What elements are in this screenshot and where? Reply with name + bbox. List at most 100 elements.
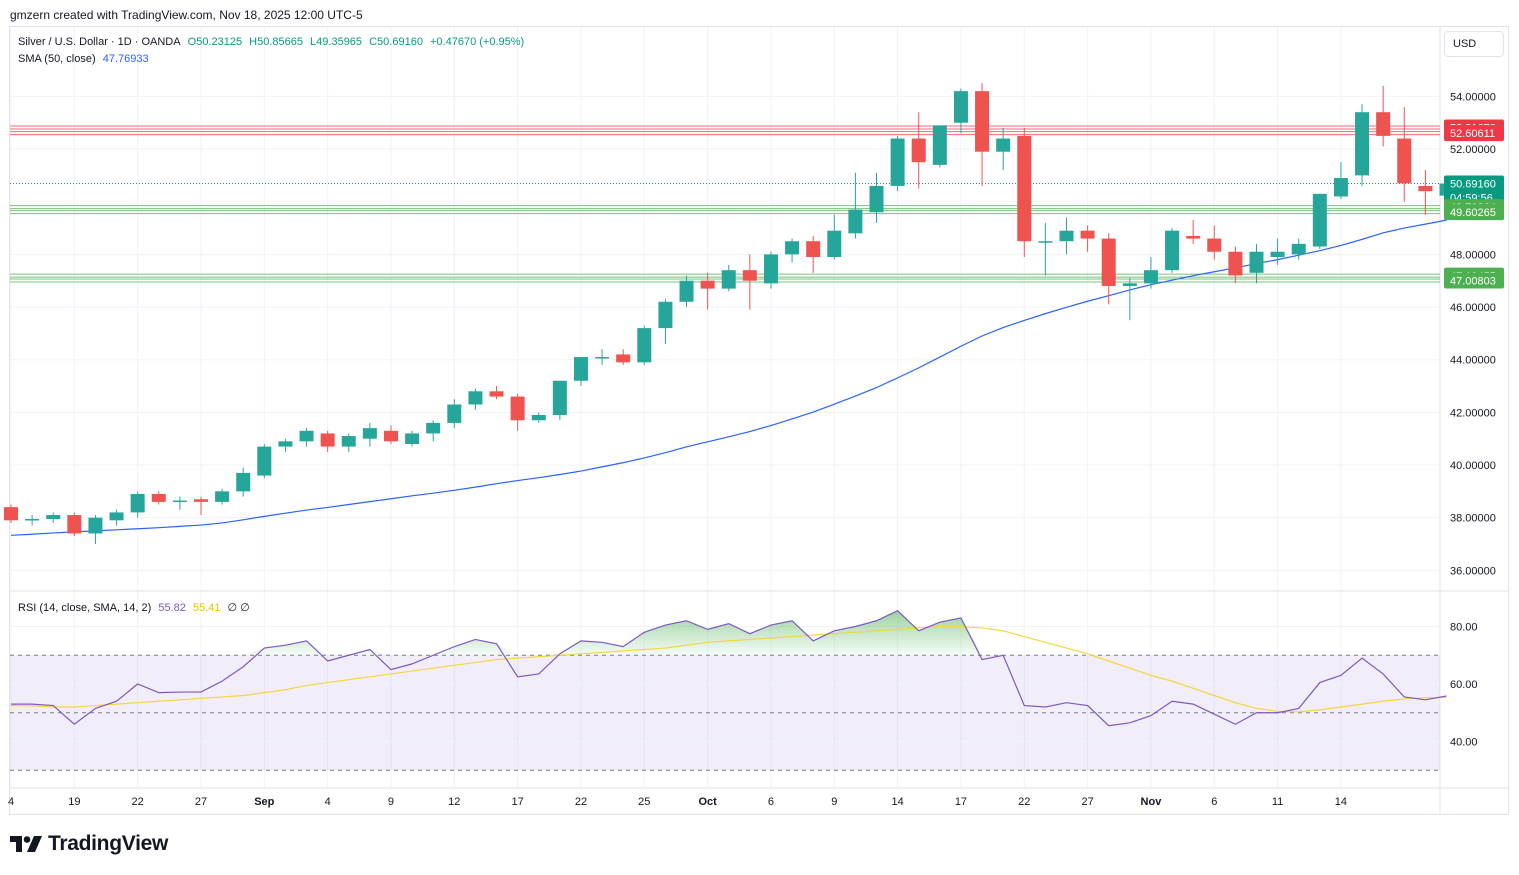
time-tick-label: Nov [1141, 796, 1163, 808]
candle-down [489, 391, 504, 397]
candle-up [763, 254, 778, 284]
candle-down [1397, 138, 1412, 184]
candle-up [215, 491, 230, 502]
rsi-value: 55.82 [158, 602, 186, 614]
time-tick-label: 27 [195, 796, 207, 808]
candle-up [236, 472, 251, 492]
time-tick-label: 4 [325, 796, 331, 808]
candle-down [616, 354, 631, 363]
candle-up [426, 422, 441, 434]
chart-credit: gmzern created with TradingView.com, Nov… [10, 8, 363, 22]
candle-up [362, 428, 377, 439]
candle-up [953, 91, 968, 123]
candle-down [1017, 135, 1032, 242]
time-tick-label: 11 [1272, 796, 1283, 808]
candle-up [1059, 230, 1074, 242]
time-tick-label: 14 [891, 796, 903, 808]
candle-up [637, 328, 652, 363]
price-badge [1444, 125, 1504, 142]
time-tick-label: 17 [955, 796, 967, 808]
candle-down [4, 507, 18, 521]
candle-up [658, 301, 673, 329]
price-tick-label: 36.00000 [1450, 565, 1496, 577]
candle-up [468, 391, 483, 405]
candle-up [109, 512, 124, 521]
rsi-tick-label: 60.00 [1450, 679, 1478, 691]
candle-up [1312, 193, 1327, 247]
candle-up [932, 125, 947, 165]
rsi-ma-value: 55.41 [192, 602, 221, 614]
candle-up [405, 433, 420, 444]
candle-down [1186, 235, 1201, 239]
rsi-extra: ∅ ∅ [227, 602, 250, 614]
tradingview-logo[interactable]: TradingView [10, 832, 168, 856]
rsi-tick-label: 40.00 [1450, 737, 1478, 749]
ohlc-change: +0.47670 (+0.95%) [430, 36, 525, 48]
time-tick-label: Oct [698, 796, 717, 808]
price-tick-label: 52.00000 [1450, 144, 1496, 156]
candle-down [1207, 238, 1222, 252]
symbol-title[interactable]: Silver / U.S. Dollar · 1D · OANDA [18, 36, 181, 48]
sma-legend[interactable]: SMA (50, close) 47.76933 [18, 53, 153, 65]
tradingview-logo-icon [10, 836, 42, 852]
candle-up [1038, 241, 1053, 243]
price-badge-label: 52.60611 [1450, 128, 1495, 140]
candle-down [1101, 238, 1116, 286]
time-tick-label: 6 [768, 796, 774, 808]
candle-down [151, 493, 166, 502]
price-tick-label: 48.00000 [1450, 249, 1496, 261]
candle-up [447, 404, 462, 423]
candle-up [1355, 112, 1370, 176]
candle-up [257, 446, 272, 476]
tradingview-logo-text: TradingView [48, 832, 169, 855]
candle-up [595, 357, 610, 359]
currency-button[interactable]: USD [1444, 31, 1504, 57]
price-tick-label: 54.00000 [1450, 91, 1496, 103]
time-tick-label: 9 [831, 796, 837, 808]
candle-down [911, 138, 926, 163]
time-tick-label: 19 [68, 796, 80, 808]
candle-down [510, 396, 525, 421]
time-tick-label: 22 [1018, 796, 1030, 808]
time-tick-label: 9 [388, 796, 394, 808]
time-tick-label: 25 [638, 796, 650, 808]
symbol-legend[interactable]: Silver / U.S. Dollar · 1D · OANDA O50.23… [18, 36, 528, 48]
price-badge [1444, 272, 1504, 289]
candle-up [573, 357, 588, 381]
candle-up [25, 518, 40, 521]
chart-frame [9, 26, 1509, 815]
time-tick-label: Sep [254, 796, 274, 808]
candle-up [552, 380, 567, 415]
ohlc-open: O50.23125 [187, 36, 243, 48]
candle-up [1333, 178, 1348, 197]
rsi-label[interactable]: RSI (14, close, SMA, 14, 2) [18, 602, 152, 614]
candle-down [1376, 112, 1391, 136]
candle-up [531, 414, 546, 421]
price-tick-label: 42.00000 [1450, 407, 1496, 419]
candle-up [46, 515, 61, 519]
sma-label[interactable]: SMA (50, close) [18, 53, 96, 65]
price-badge-label: 50.69160 [1450, 179, 1496, 191]
candle-down [320, 433, 335, 447]
candle-up [1291, 243, 1306, 255]
time-tick-label: 14 [1335, 796, 1347, 808]
price-badge-label: 49.60265 [1450, 207, 1496, 219]
time-tick-label: 22 [132, 796, 144, 808]
candle-up [341, 436, 356, 447]
candle-up [1143, 270, 1158, 284]
candle-down [806, 241, 821, 258]
sma-line [10, 219, 1447, 536]
time-tick-label: 27 [1081, 796, 1093, 808]
candle-up [848, 209, 863, 234]
candle-up [679, 280, 694, 302]
time-tick-label: 17 [512, 796, 524, 808]
candle-up [827, 230, 842, 258]
rsi-legend[interactable]: RSI (14, close, SMA, 14, 2) 55.82 55.41 … [18, 601, 254, 614]
candle-down [742, 270, 757, 281]
candle-up [996, 138, 1011, 152]
price-badge-label: 47.00803 [1450, 275, 1496, 287]
candle-up [869, 185, 884, 213]
ohlc-close: C50.69160 [369, 36, 423, 48]
rsi-line [11, 609, 1447, 727]
